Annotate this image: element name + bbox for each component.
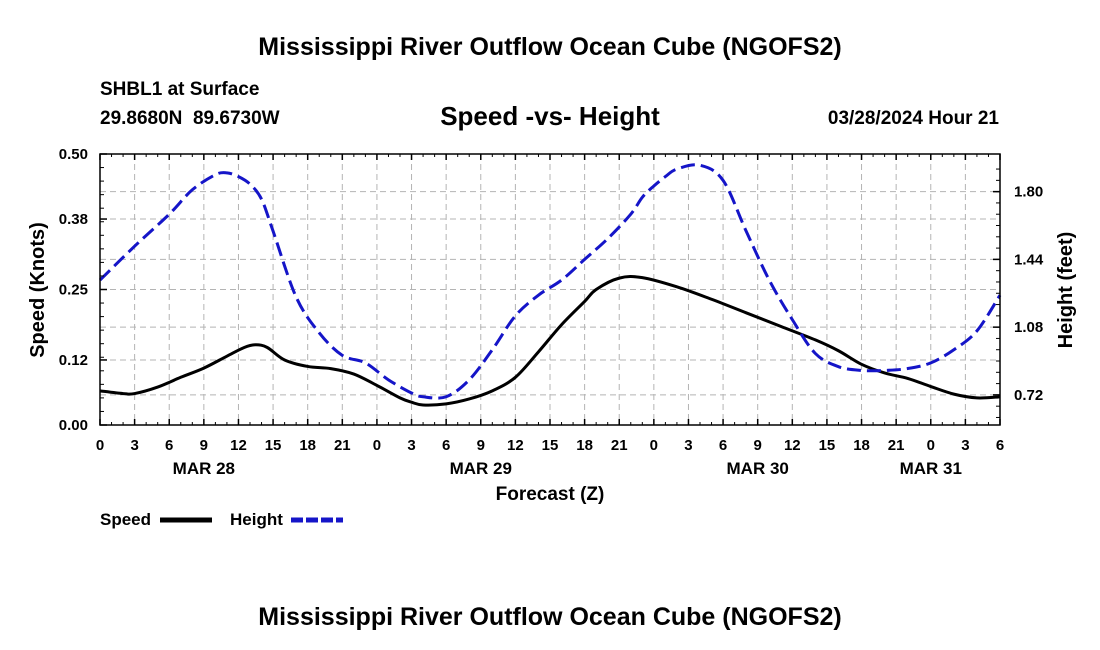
x-tick-label: 3 <box>130 437 138 454</box>
x-tick-label: 12 <box>784 437 801 454</box>
x-tick-label: 15 <box>542 437 559 454</box>
x-tick-label: 0 <box>650 437 658 454</box>
coordinates-label: 29.8680N 89.6730W <box>100 108 280 129</box>
y-tick-label: 0.50 <box>59 146 88 163</box>
x-tick-label: 6 <box>996 437 1004 454</box>
height-series-line <box>98 163 1002 400</box>
y2-tick-label: 1.44 <box>1014 251 1044 268</box>
x-tick-label: 6 <box>442 437 450 454</box>
axis-layer: 0 3 6 9 12 15 18 21 0 3 6 9 12 15 18 21 0 3 6 9 12 15 18 21 0 3 6M… <box>59 146 1044 478</box>
x-tick-label: 12 <box>507 437 524 454</box>
x-tick-label: 3 <box>684 437 692 454</box>
y2-tick-label: 0.72 <box>1014 387 1043 404</box>
y-tick-label: 0.25 <box>59 282 88 299</box>
y-axis-label: Speed (Knots) <box>27 222 49 358</box>
y-tick-label: 0.38 <box>59 211 88 228</box>
x-tick-label: 18 <box>299 437 316 454</box>
x-tick-label: 6 <box>165 437 173 454</box>
speed-series-line <box>99 275 1001 407</box>
x-tick-label: 18 <box>853 437 870 454</box>
date-label: MAR 31 <box>900 459 962 478</box>
legend: Speed Height <box>100 510 343 529</box>
x-tick-label: 18 <box>576 437 593 454</box>
y2-axis-label: Height (feet) <box>1055 232 1077 349</box>
x-tick-label: 3 <box>407 437 415 454</box>
station-label: SHBL1 at Surface <box>100 79 259 100</box>
y2-tick-label: 1.80 <box>1014 184 1043 201</box>
x-tick-label: 15 <box>819 437 836 454</box>
y-tick-label: 0.00 <box>59 417 88 434</box>
main-title: Mississippi River Outflow Ocean Cube (NG… <box>258 33 841 61</box>
chart-subtitle: Speed -vs- Height <box>440 101 660 131</box>
x-tick-label: 0 <box>96 437 104 454</box>
footer-title: Mississippi River Outflow Ocean Cube (NG… <box>258 603 841 631</box>
legend-speed-label: Speed <box>100 510 151 529</box>
x-tick-label: 9 <box>477 437 485 454</box>
x-tick-label: 6 <box>719 437 727 454</box>
x-axis-label: Forecast (Z) <box>496 484 605 505</box>
x-tick-label: 3 <box>961 437 969 454</box>
x-tick-label: 21 <box>611 437 628 454</box>
y-tick-label: 0.12 <box>59 352 88 369</box>
series-layer <box>98 163 1002 407</box>
date-label: MAR 30 <box>727 459 789 478</box>
x-tick-label: 21 <box>334 437 351 454</box>
x-tick-label: 9 <box>754 437 762 454</box>
date-label: MAR 29 <box>450 459 512 478</box>
datetime-label: 03/28/2024 Hour 21 <box>828 108 1000 129</box>
x-tick-label: 15 <box>265 437 282 454</box>
x-tick-label: 9 <box>200 437 208 454</box>
date-label: MAR 28 <box>173 459 235 478</box>
x-tick-label: 12 <box>230 437 247 454</box>
legend-height-label: Height <box>230 510 283 529</box>
x-tick-label: 21 <box>888 437 905 454</box>
grid-layer <box>100 154 1000 425</box>
y2-tick-label: 1.08 <box>1014 319 1043 336</box>
x-tick-label: 0 <box>373 437 381 454</box>
x-tick-label: 0 <box>927 437 935 454</box>
